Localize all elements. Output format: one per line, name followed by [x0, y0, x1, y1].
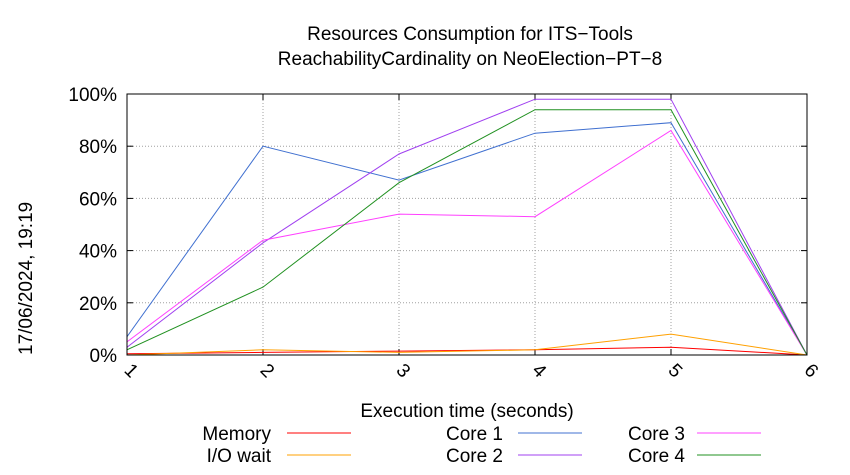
x-tick-label: 4 [528, 360, 551, 383]
chart-title: Resources Consumption for ITS−Tools [307, 24, 633, 45]
series-line-i-o-wait [126, 333, 808, 356]
legend-label-core-3: Core 3 [628, 424, 685, 445]
ticks: 0% 20% 40% 60% 80% 100% 1 2 3 4 5 6 [68, 85, 822, 383]
timestamp-label: 17/06/2024, 19:19 [16, 202, 37, 355]
grid [127, 94, 807, 355]
x-tick-label: 1 [120, 360, 142, 382]
series-line-core-4 [126, 109, 808, 356]
legend-label-core-2: Core 2 [446, 446, 503, 467]
x-tick-label: 3 [392, 360, 414, 382]
legend-label-i-o-wait: I/O wait [207, 446, 272, 467]
legend-label-memory: Memory [202, 424, 271, 445]
y-tick-label: 100% [68, 85, 117, 106]
plot-border [126, 93, 808, 356]
x-tick-label: 2 [256, 360, 278, 382]
x-tick-label: 6 [800, 360, 822, 382]
y-tick-label: 0% [90, 346, 118, 367]
chart-subtitle: ReachabilityCardinality on NeoElection−P… [278, 49, 662, 70]
y-tick-label: 20% [79, 294, 117, 315]
y-tick-label: 60% [79, 189, 117, 210]
series-group [126, 98, 808, 356]
series-line-core-3 [126, 129, 808, 356]
y-tick-label: 40% [79, 242, 117, 263]
y-tick-label: 80% [79, 137, 117, 158]
legend-label-core-4: Core 4 [628, 446, 685, 467]
series-line-core-2 [126, 98, 808, 356]
x-axis-label: Execution time (seconds) [360, 401, 573, 422]
series-line-core-1 [126, 122, 808, 356]
series-line-memory [126, 346, 808, 356]
x-tick-label: 5 [664, 360, 686, 382]
legend-label-core-1: Core 1 [446, 424, 503, 445]
